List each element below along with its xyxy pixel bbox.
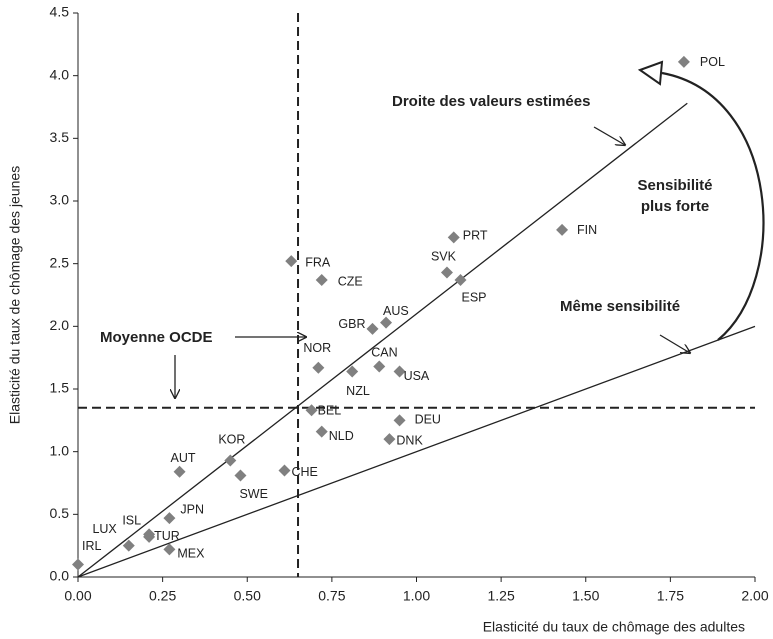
point-label: FIN xyxy=(577,223,597,237)
point xyxy=(447,231,460,244)
point xyxy=(234,469,247,482)
point-label: PRT xyxy=(463,229,488,243)
curved-arrow xyxy=(661,71,765,341)
point xyxy=(383,433,396,446)
point xyxy=(278,464,291,477)
point-label: DEU xyxy=(415,413,441,427)
x-tick-label: 0.75 xyxy=(318,588,345,604)
point-label: ISL xyxy=(122,514,141,528)
point-label: TUR xyxy=(154,529,180,543)
arrow xyxy=(593,126,625,145)
point-label: AUS xyxy=(383,304,409,318)
point xyxy=(163,512,176,525)
y-axis-label: Elasticité du taux de chômage des jeunes xyxy=(7,166,23,424)
y-tick-label: 2.0 xyxy=(50,317,70,333)
x-tick-label: 0.00 xyxy=(64,588,91,604)
point-label: IRL xyxy=(82,539,102,553)
annotation: Moyenne OCDE xyxy=(100,329,213,346)
point xyxy=(312,361,325,374)
point xyxy=(143,530,156,543)
point xyxy=(366,322,379,335)
y-tick-label: 1.0 xyxy=(50,442,70,458)
arrow-head xyxy=(637,60,664,86)
point-label: FRA xyxy=(305,255,331,269)
point-label: BEL xyxy=(318,404,342,418)
arrow xyxy=(659,334,690,353)
point-label: SVK xyxy=(431,250,457,264)
point xyxy=(440,266,453,279)
point xyxy=(224,454,237,467)
point xyxy=(122,539,135,552)
point xyxy=(315,273,328,286)
point-label: LUX xyxy=(92,522,117,536)
point xyxy=(346,365,359,378)
y-tick-label: 4.0 xyxy=(50,66,70,82)
x-tick-label: 0.50 xyxy=(234,588,261,604)
y-tick-label: 0.0 xyxy=(50,568,70,584)
fit-line xyxy=(77,102,688,578)
point xyxy=(305,404,318,417)
point xyxy=(454,273,467,286)
point-label: ESP xyxy=(462,290,487,304)
point xyxy=(556,223,569,236)
point-label: NOR xyxy=(303,341,331,355)
point xyxy=(315,425,328,438)
arrows xyxy=(175,60,765,398)
y-tick-label: 4.5 xyxy=(50,4,70,20)
point-label: JPN xyxy=(180,502,204,516)
point-label: SWE xyxy=(239,487,267,501)
y-tick-label: 2.5 xyxy=(50,254,70,270)
point-label: CZE xyxy=(338,274,363,288)
point xyxy=(380,316,393,329)
point xyxy=(393,365,406,378)
point-label: CAN xyxy=(371,346,397,360)
point xyxy=(677,55,690,68)
point-label: AUT xyxy=(171,451,196,465)
point-label: CHE xyxy=(291,465,317,479)
point xyxy=(373,360,386,373)
point-label: GBR xyxy=(338,317,365,331)
x-tick-label: 1.00 xyxy=(403,588,430,604)
equal-line xyxy=(77,325,756,578)
point xyxy=(72,558,84,571)
point-label: KOR xyxy=(218,433,245,447)
x-tick-label: 0.25 xyxy=(149,588,176,604)
point-label: POL xyxy=(700,55,725,69)
point-label: MEX xyxy=(177,547,205,561)
point-label: NLD xyxy=(329,429,354,443)
point xyxy=(173,465,186,478)
point xyxy=(163,543,176,556)
annotation: Même sensibilité xyxy=(560,298,680,315)
y-tick-label: 3.5 xyxy=(50,129,70,145)
x-tick-label: 2.00 xyxy=(741,588,768,604)
x-tick-label: 1.50 xyxy=(572,588,599,604)
point-label: DNK xyxy=(396,433,423,447)
y-tick-label: 3.0 xyxy=(50,192,70,208)
annotation: Sensibilité xyxy=(637,177,712,194)
point-label: NZL xyxy=(346,384,370,398)
annotation: Droite des valeurs estimées xyxy=(392,93,590,110)
y-tick-label: 1.5 xyxy=(50,380,70,396)
point xyxy=(393,414,406,427)
point xyxy=(285,255,298,268)
y-tick-label: 0.5 xyxy=(50,505,70,521)
x-tick-label: 1.25 xyxy=(488,588,515,604)
x-axis-label: Elasticité du taux de chômage des adulte… xyxy=(483,619,745,635)
point-label: USA xyxy=(404,369,430,383)
x-tick-label: 1.75 xyxy=(657,588,684,604)
annotation: plus forte xyxy=(641,198,709,215)
